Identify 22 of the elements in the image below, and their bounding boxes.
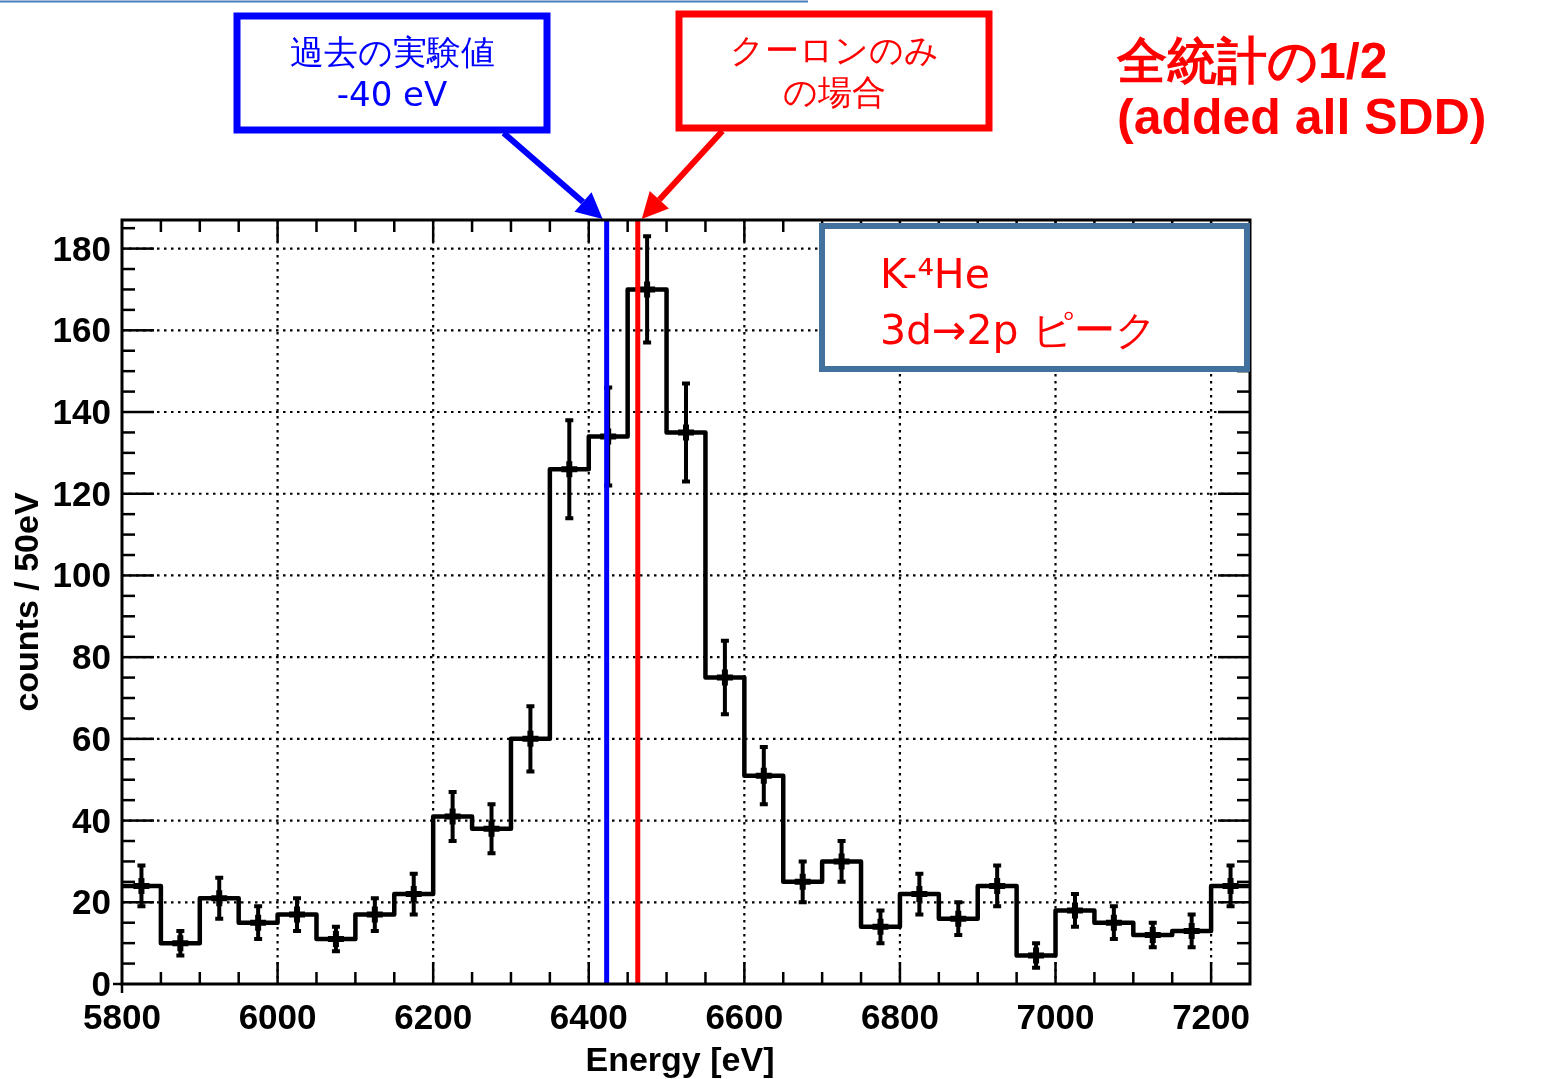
title: K-⁴He 3d→2p ピーク	[880, 250, 1157, 354]
y-tick-label: 40	[72, 800, 111, 840]
y-tick-label: 160	[52, 310, 111, 350]
x-tick-label: 7200	[1172, 997, 1251, 1036]
x-tick-label: 7000	[1016, 997, 1095, 1036]
y-axis-title: counts / 50eV	[7, 492, 45, 712]
x-tick-label: 6800	[861, 997, 939, 1036]
y-tick-label: 100	[52, 555, 111, 595]
callout-label: クーロンのみの場合	[728, 29, 940, 113]
y-tick-label: 80	[72, 637, 111, 677]
callout-label: 過去の実験値 -40 eV	[289, 31, 495, 115]
y-tick-label: 180	[52, 228, 111, 268]
x-tick-label: 6200	[394, 997, 473, 1036]
y-tick-label: 120	[52, 473, 111, 513]
y-tick-label: 20	[72, 882, 111, 922]
y-tick-label: 60	[72, 718, 111, 758]
x-tick-label: 6400	[549, 997, 628, 1036]
y-tick-label: 140	[52, 392, 111, 431]
x-axis-title: Energy [eV]	[585, 1040, 775, 1078]
subtitle: 全統計の1/2 (added all SDD)	[1117, 33, 1487, 145]
x-tick-label: 6600	[705, 997, 784, 1036]
x-tick-label: 6000	[238, 997, 317, 1036]
